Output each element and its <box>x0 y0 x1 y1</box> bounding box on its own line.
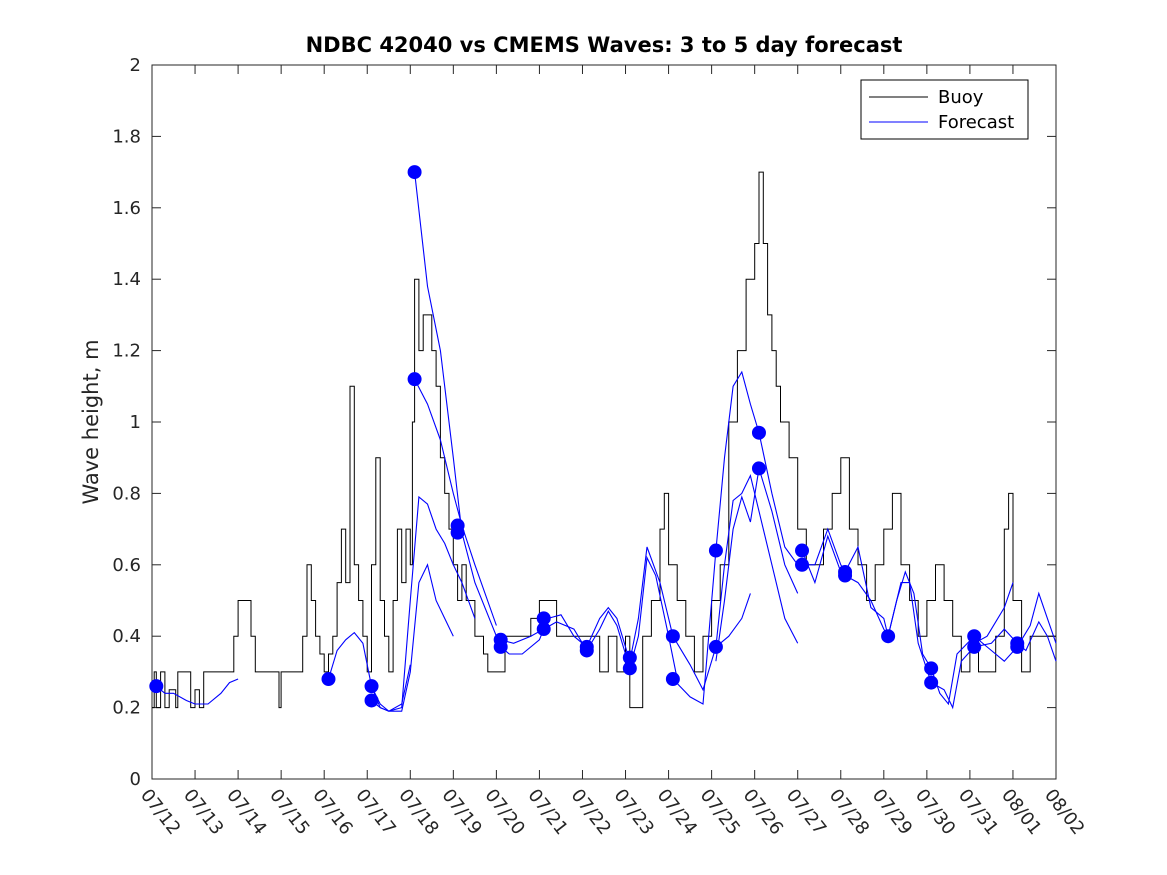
forecast-start-marker <box>1010 639 1025 654</box>
forecast-start-marker <box>751 425 766 440</box>
forecast-start-marker <box>967 639 982 654</box>
y-tick-label: 0.2 <box>112 698 141 719</box>
forecast-line <box>973 591 1057 662</box>
forecast-start-marker <box>708 639 723 654</box>
legend-buoy-label: Buoy <box>938 87 984 108</box>
forecast-line <box>887 570 975 706</box>
forecast-start-marker <box>838 568 853 583</box>
y-tick-label: 0.8 <box>112 483 141 504</box>
forecast-line <box>414 172 497 637</box>
forecast-line <box>672 370 799 705</box>
forecast-start-marker <box>364 679 379 694</box>
forecast-start-marker <box>536 622 551 637</box>
legend-forecast-label: Forecast <box>938 112 1014 133</box>
forecast-start-marker <box>622 661 637 676</box>
y-tick-label: 1.6 <box>112 198 141 219</box>
y-tick-label: 2 <box>130 55 141 76</box>
forecast-line <box>371 563 454 712</box>
forecast-line <box>973 582 1014 644</box>
forecast-start-marker <box>665 629 680 644</box>
forecast-line <box>414 378 497 626</box>
forecast-start-marker <box>493 639 508 654</box>
chart-title: NDBC 42040 vs CMEMS Waves: 3 to 5 day fo… <box>306 33 903 57</box>
forecast-start-marker <box>407 165 422 180</box>
forecast-line <box>327 631 411 712</box>
y-tick-label: 0.6 <box>112 555 141 576</box>
y-tick-label: 0 <box>130 769 141 790</box>
forecast-start-marker <box>881 629 896 644</box>
legend-box <box>860 79 1029 140</box>
forecast-start-marker <box>924 675 939 690</box>
y-tick-label: 1 <box>130 412 141 433</box>
y-tick-label: 0.4 <box>112 626 141 647</box>
forecast-start-marker <box>795 557 810 572</box>
y-tick-label: 1.8 <box>112 126 141 147</box>
forecast-start-marker <box>579 643 594 658</box>
forecast-start-marker <box>665 672 680 687</box>
forecast-start-marker <box>364 693 379 708</box>
forecast-start-marker <box>924 661 939 676</box>
forecast-start-marker <box>321 672 336 687</box>
forecast-start-marker <box>708 543 723 558</box>
forecast-start-marker <box>450 525 465 540</box>
forecast-line <box>155 678 239 705</box>
forecast-line <box>371 495 476 712</box>
forecast-start-marker <box>795 543 810 558</box>
forecast-line <box>715 593 751 648</box>
forecast-start-marker <box>751 461 766 476</box>
forecast-line <box>672 473 799 692</box>
forecast-start-marker <box>149 679 164 694</box>
legend: Buoy Forecast <box>860 79 1029 140</box>
y-axis-label: Wave height, m <box>79 339 103 504</box>
y-tick-label: 1.4 <box>112 269 141 290</box>
forecast-line <box>715 468 799 662</box>
forecast-start-marker <box>407 372 422 387</box>
y-tick-label: 1.2 <box>112 341 141 362</box>
